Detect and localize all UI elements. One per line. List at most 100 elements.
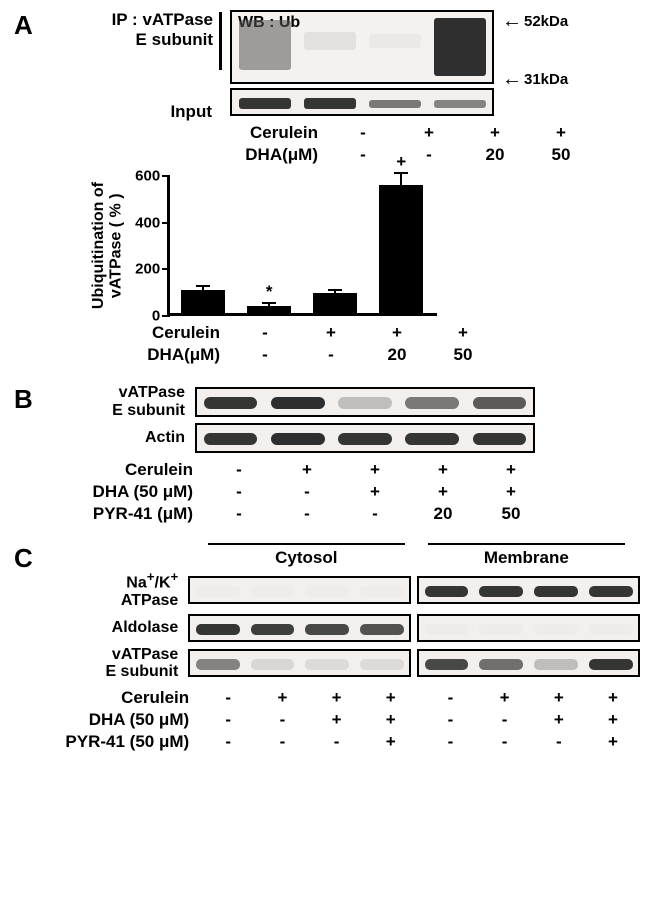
treatment-value: + — [532, 710, 586, 730]
treatment-label: Cerulein — [230, 123, 330, 143]
treatment-value: + — [298, 323, 364, 343]
treatment-value: 50 — [430, 345, 496, 365]
ytick-label: 600 — [135, 168, 170, 185]
ytick-label: 200 — [135, 261, 170, 278]
panel-c: C CytosolMembrane Na+/K+ATPaseAldolasevA… — [10, 543, 640, 753]
treatment-label: DHA(μM) — [230, 145, 330, 165]
treatment-value: + — [462, 123, 528, 143]
size-marker-lower: ← 31kDa — [502, 68, 568, 91]
treatment-value: - — [423, 732, 477, 752]
panel-b: B vATPaseE subunitActin Cerulein-++++DHA… — [10, 384, 640, 525]
treatment-value: + — [364, 732, 418, 752]
treatment-label: DHA (50 μM) — [65, 710, 201, 730]
treatment-value: 50 — [528, 145, 594, 165]
treatment-label: DHA(μM) — [140, 345, 232, 365]
treatment-value: + — [478, 688, 532, 708]
treatment-value: + — [586, 688, 640, 708]
ip-text-line1: IP : vATPase — [60, 10, 213, 30]
chart-bar — [247, 306, 291, 313]
blot-band — [239, 20, 291, 70]
blot-label: vATPaseE subunit — [65, 646, 188, 681]
panel-a-label: A — [14, 10, 33, 41]
blot-band — [434, 100, 486, 108]
panel-a-blot-stack: WB : Ub ← 52kDa ← 31kDa Cerulein-+++DHA(… — [230, 10, 594, 166]
chart-yticklabels — [125, 176, 167, 316]
treatment-value: - — [205, 482, 273, 502]
treatment-value: + — [364, 323, 430, 343]
blot — [195, 423, 535, 453]
treatment-label: Cerulein — [80, 460, 205, 480]
blot-band — [304, 32, 356, 50]
panel-a-treatments: Cerulein-+++DHA(μM)--2050 — [230, 122, 594, 166]
treatment-label: Cerulein — [140, 323, 232, 343]
treatment-value: - — [255, 710, 309, 730]
treatment-value: - — [298, 345, 364, 365]
panel-a-chart-wrap: Ubiquitination of vATPase ( % ) 02004006… — [90, 176, 640, 316]
blot-band — [434, 18, 486, 76]
treatment-value: - — [232, 345, 298, 365]
fraction-headers: Cytosol Membrane — [200, 543, 640, 568]
treatment-value: - — [205, 504, 273, 524]
panel-b-treatments: Cerulein-++++DHA (50 μM)--+++PYR-41 (μM)… — [80, 459, 640, 525]
blot — [188, 649, 411, 677]
blot — [417, 614, 640, 642]
blot — [417, 649, 640, 677]
treatment-value: 20 — [364, 345, 430, 365]
bar-chart: 0200400600*+ — [167, 176, 437, 316]
treatment-value: + — [396, 123, 462, 143]
treatment-label: PYR-41 (50 μM) — [65, 732, 201, 752]
blot-band — [239, 98, 291, 109]
ip-label: IP : vATPase E subunit — [60, 10, 222, 70]
treatment-label: Cerulein — [65, 688, 201, 708]
treatment-value: + — [409, 460, 477, 480]
panel-a-chart-treatments: Cerulein-+++DHA(μM)--2050 — [140, 322, 640, 366]
arrow-icon: ← — [502, 68, 522, 91]
treatment-value: - — [201, 732, 255, 752]
blot — [195, 387, 535, 417]
treatment-value: + — [364, 688, 418, 708]
fraction-header: Membrane — [420, 543, 633, 568]
significance-marker: * — [266, 282, 273, 302]
treatment-label: DHA (50 μM) — [80, 482, 205, 502]
ytick-label: 0 — [152, 308, 170, 325]
fraction-header: Cytosol — [200, 543, 413, 568]
treatment-value: + — [255, 688, 309, 708]
treatment-value: - — [330, 145, 396, 165]
blot-label: Aldolase — [65, 619, 188, 637]
treatment-value: + — [586, 710, 640, 730]
treatment-value: + — [586, 732, 640, 752]
treatment-value: + — [273, 460, 341, 480]
ip-text-line2: E subunit — [60, 30, 213, 50]
panel-a-sidelabels: IP : vATPase E subunit Input — [60, 10, 230, 122]
treatment-value: + — [477, 460, 545, 480]
ytick-label: 400 — [135, 214, 170, 231]
panel-b-content: vATPaseE subunitActin Cerulein-++++DHA (… — [80, 384, 640, 525]
treatment-value: - — [201, 710, 255, 730]
treatment-value: - — [205, 460, 273, 480]
blot-input — [230, 88, 494, 116]
blot-label: vATPaseE subunit — [80, 384, 195, 419]
treatment-value: - — [532, 732, 586, 752]
treatment-value: + — [409, 482, 477, 502]
treatment-value: 20 — [409, 504, 477, 524]
treatment-value: - — [341, 504, 409, 524]
blot-label: Actin — [80, 429, 195, 447]
treatment-value: + — [430, 323, 496, 343]
treatment-value: - — [478, 710, 532, 730]
significance-marker: + — [396, 152, 406, 172]
treatment-value: + — [477, 482, 545, 502]
blot-label: Na+/K+ATPase — [65, 570, 188, 610]
treatment-value: - — [201, 688, 255, 708]
panel-b-label: B — [14, 384, 33, 415]
chart-bar — [181, 290, 225, 313]
ip-divider — [219, 12, 222, 70]
chart-bar — [379, 185, 423, 313]
treatment-value: - — [423, 710, 477, 730]
treatment-value: - — [478, 732, 532, 752]
treatment-value: - — [423, 688, 477, 708]
blot-band — [304, 98, 356, 109]
treatment-value: - — [232, 323, 298, 343]
treatment-value: - — [309, 732, 363, 752]
chart-ylabel: Ubiquitination of vATPase ( % ) — [90, 182, 125, 309]
panel-c-content: Cytosol Membrane Na+/K+ATPase Aldolase vATP… — [65, 543, 640, 753]
